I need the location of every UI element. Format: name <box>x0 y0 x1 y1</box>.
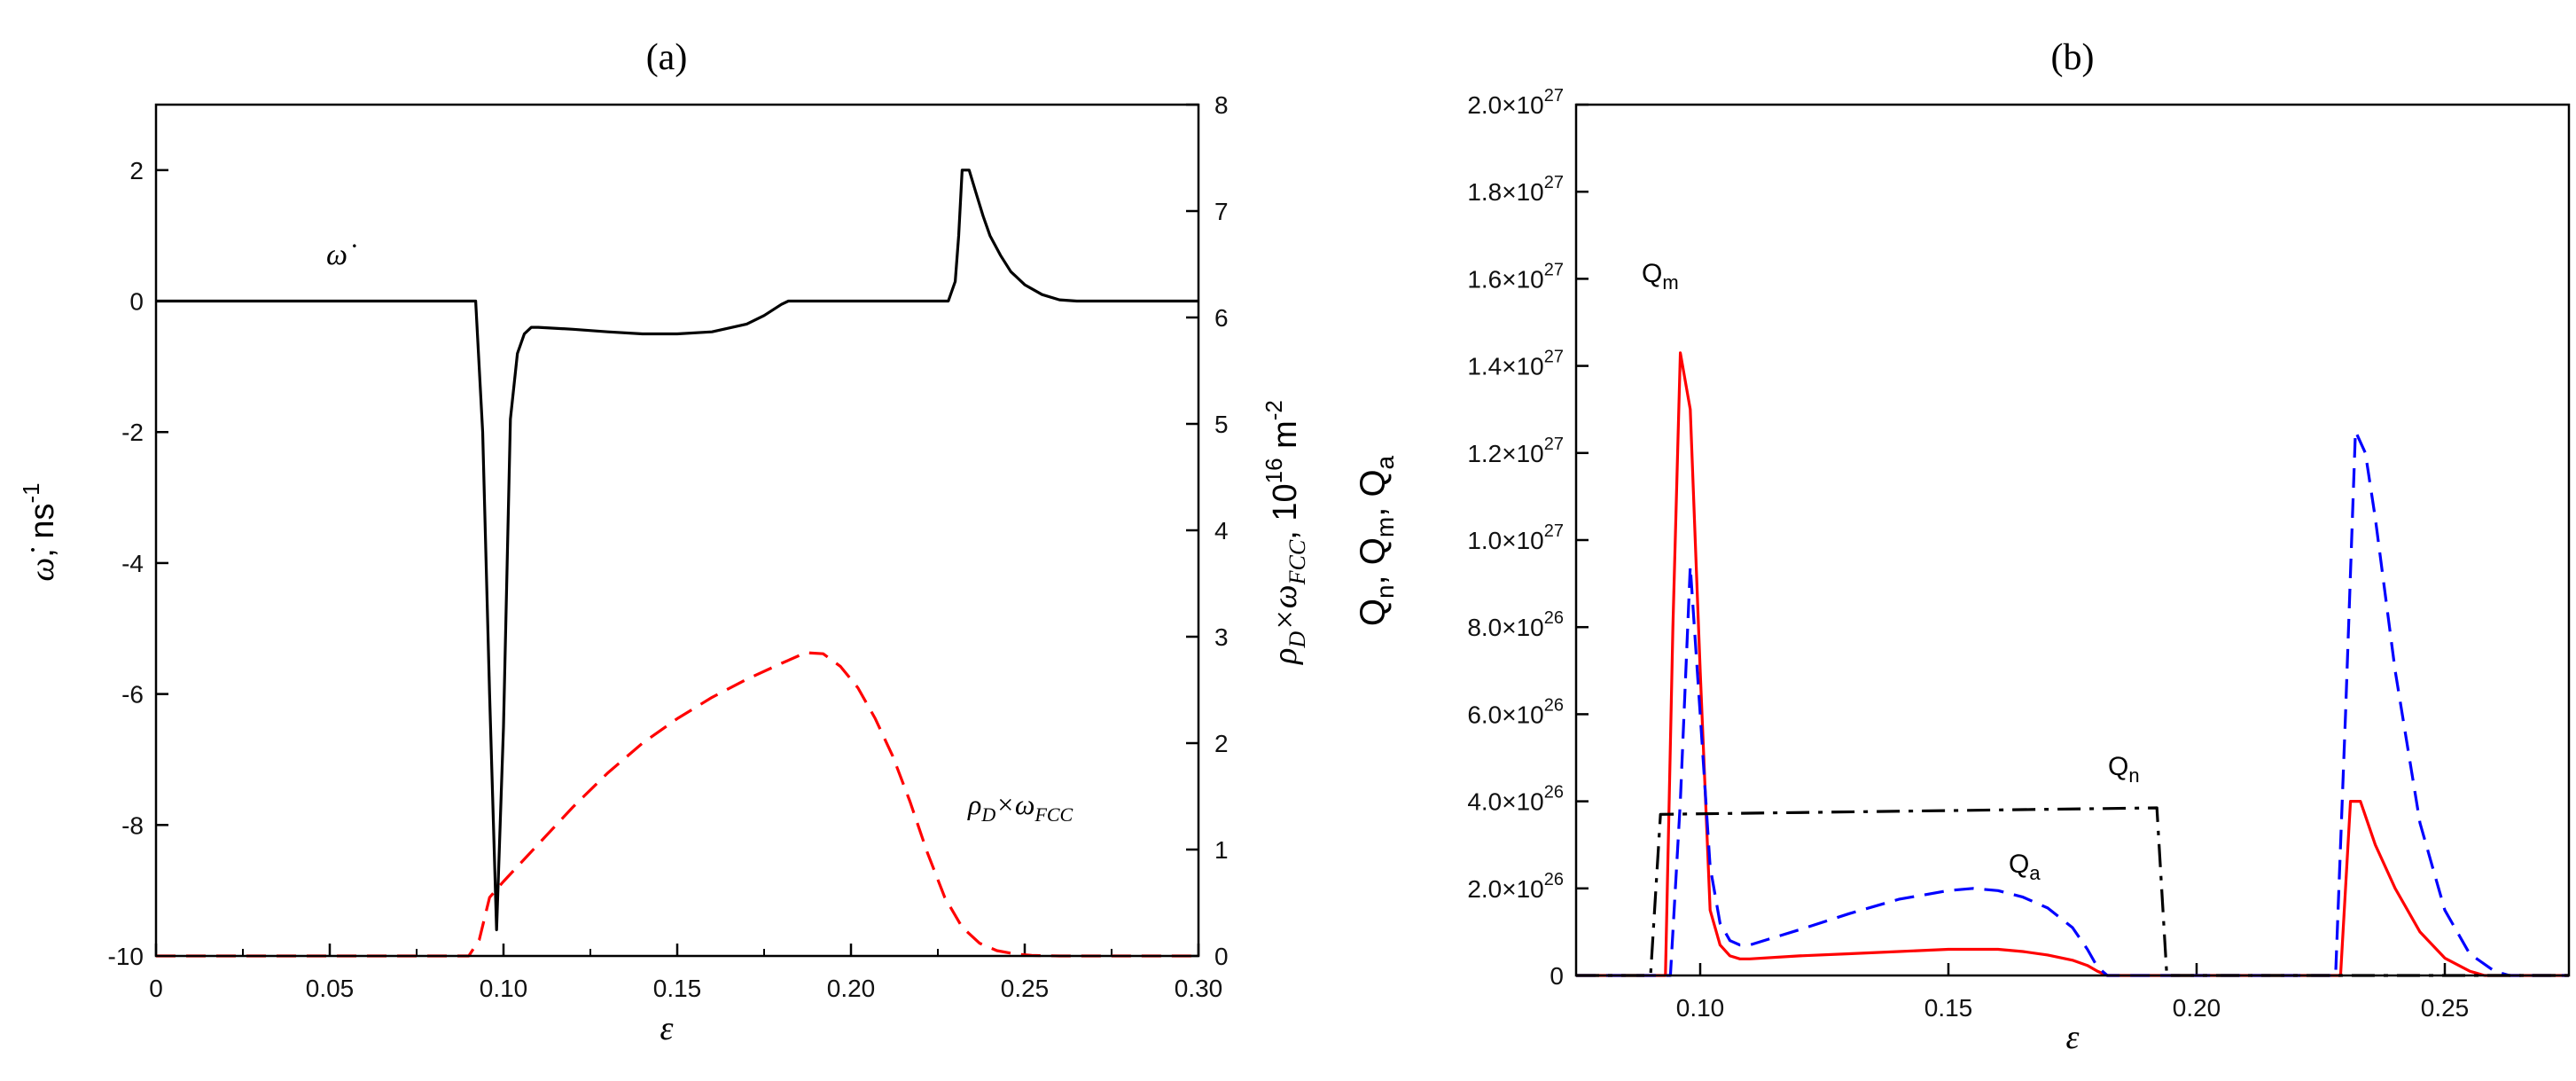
panel-a-left-y-axis-label: ω̇, ns-1 <box>18 482 61 581</box>
b-series-Qa <box>1576 429 2569 977</box>
a-x-tick-label: 0 <box>149 975 163 1002</box>
b-x-tick-label: 0.15 <box>1924 994 1973 1022</box>
panel-b-series <box>1576 351 2569 977</box>
a-x-tick-label: 0.15 <box>653 975 702 1002</box>
label-qn-main: Q <box>2108 752 2128 781</box>
b-x-tick-label: 0.10 <box>1676 994 1725 1022</box>
b-y-label-sub-n: n <box>1371 584 1399 599</box>
b-y-label-q1: Q <box>1354 599 1393 626</box>
annotation-omega-dot: ω̇ <box>326 239 356 271</box>
b-y-tick-label: 8.0×1026 <box>1467 608 1564 641</box>
a-y-right-tick-label: 7 <box>1214 198 1229 225</box>
a-y-tick-label: -8 <box>121 811 144 839</box>
ann-sub-fcc: FCC <box>1034 803 1073 826</box>
left-y-label-unit: , ns <box>24 504 61 558</box>
right-y-label-unit: , 10 <box>1267 483 1304 539</box>
panel-a-series <box>156 168 1198 958</box>
a-y-tick-label: -4 <box>121 550 144 577</box>
b-y-label-sub-m: m <box>1371 517 1399 537</box>
a-y-right-tick-label: 6 <box>1214 304 1229 332</box>
panel-b-y-axis-label: Qn, Qm, Qa <box>1354 455 1399 626</box>
svg-text:Qn, Qm, Qa: Qn, Qm, Qa <box>1354 455 1399 626</box>
a-y-right-tick-label: 5 <box>1214 411 1229 438</box>
b-y-tick-label: 1.4×1027 <box>1467 348 1564 380</box>
annotation-rho-omega: ρD×ωFCC <box>967 788 1073 826</box>
a-y-tick-label: -10 <box>108 943 144 970</box>
a-y-tick-label: 0 <box>129 288 144 316</box>
right-y-label-unit-tail: m <box>1267 420 1304 458</box>
b-y-tick-label: 1.0×1027 <box>1467 521 1564 554</box>
a-x-tick-label: 0.30 <box>1175 975 1223 1002</box>
panel-b-x-axis-label: ε <box>2066 1019 2080 1056</box>
label-qn: Qn <box>2108 752 2140 787</box>
b-x-tick-label: 0.25 <box>2421 994 2470 1022</box>
a-y-tick-label: -2 <box>121 419 144 446</box>
a-y-right-tick-label: 0 <box>1214 943 1229 970</box>
svg-text:ω̇, ns-1: ω̇, ns-1 <box>18 482 61 581</box>
left-y-label-unit-sup: -1 <box>18 482 44 503</box>
a-x-tick-label: 0.10 <box>480 975 528 1002</box>
panel-b-plot-frame <box>1574 103 2571 977</box>
a-y-tick-label: 2 <box>129 157 144 184</box>
b-y-tick-label: 2.0×1026 <box>1467 870 1564 903</box>
panel-b-grid-ticks: 0.10 0.15 0.20 0.25 0 2.0×1026 4.0×1026 6.0×102… <box>1467 86 2469 1022</box>
a-y-right-tick-label: 4 <box>1214 517 1229 544</box>
label-qm: Qm <box>1642 259 1679 294</box>
label-qm-sub: m <box>1662 271 1678 294</box>
b-series-Qm <box>1576 351 2569 977</box>
panel-a-x-axis-label: ε <box>660 1010 674 1047</box>
right-y-label-sub-fcc: FCC <box>1284 539 1310 585</box>
right-y-label-unit-sup: 16 <box>1261 458 1287 483</box>
ann-rho: ρ <box>967 788 981 820</box>
b-y-tick-label: 1.6×1027 <box>1467 260 1564 293</box>
panel-b-title: (b) <box>2051 37 2095 78</box>
label-qm-main: Q <box>1642 259 1662 288</box>
panel-b: (b) 0.10 0.15 0.20 0.25 0 2.0×1026 4.0×1026 6.0… <box>1354 37 2571 1056</box>
a-series-omega_dot <box>156 168 1198 932</box>
b-y-tick-label: 2.0×1027 <box>1467 86 1564 119</box>
b-y-tick-label: 4.0×1026 <box>1467 783 1564 816</box>
a-series-rho_d_omega_fcc <box>156 651 1198 958</box>
panel-a-grid-ticks: 0 0.05 0.10 0.15 0.20 0.25 0.30 -10 -8 -6 -4 -2 0 2 0 1… <box>108 91 1229 1002</box>
b-y-tick-label: 1.8×1027 <box>1467 173 1564 206</box>
label-qa-main: Q <box>2009 850 2029 879</box>
a-y-right-tick-label: 1 <box>1214 836 1229 864</box>
panel-a-title: (a) <box>646 37 688 78</box>
right-y-label-rho: ρ <box>1267 648 1304 665</box>
b-x-tick-label: 0.20 <box>2173 994 2221 1022</box>
a-x-tick-label: 0.20 <box>827 975 876 1002</box>
a-y-right-tick-label: 2 <box>1214 730 1229 757</box>
label-qa: Qa <box>2009 850 2041 884</box>
right-y-label-times-omega: ×ω <box>1267 584 1304 631</box>
a-y-tick-label: -6 <box>121 681 144 709</box>
right-y-label-unit-tail-sup: -2 <box>1261 400 1287 420</box>
panel-a-right-y-axis-label: ρD×ωFCC, 1016 m-2 <box>1261 400 1310 665</box>
ann-sub-d: D <box>980 803 995 826</box>
right-y-label-sub-d: D <box>1284 631 1310 649</box>
a-x-tick-label: 0.25 <box>1001 975 1050 1002</box>
label-qn-sub: n <box>2128 764 2139 787</box>
b-y-tick-label: 1.2×1027 <box>1467 435 1564 467</box>
a-y-right-tick-label: 8 <box>1214 91 1229 119</box>
label-qa-sub: a <box>2029 862 2041 884</box>
b-y-label-q2: , Q <box>1354 537 1393 584</box>
b-y-label-q3: , Q <box>1354 469 1393 516</box>
panel-a: (a) 0 0.05 0.10 0.15 0.20 0.25 0.30-10-8-6-4-2… <box>18 37 1310 1047</box>
panel-a-plot-frame <box>154 103 1200 958</box>
a-x-tick-label: 0.05 <box>306 975 355 1002</box>
b-y-tick-label: 6.0×1026 <box>1467 695 1564 728</box>
a-y-right-tick-label: 3 <box>1214 623 1229 651</box>
ann-times-omega: ×ω <box>995 788 1034 820</box>
b-y-label-sub-a: a <box>1371 455 1399 469</box>
svg-text:ρD×ωFCC, 1016 m-2: ρD×ωFCC, 1016 m-2 <box>1261 400 1310 665</box>
b-y-tick-label: 0 <box>1550 962 1564 990</box>
